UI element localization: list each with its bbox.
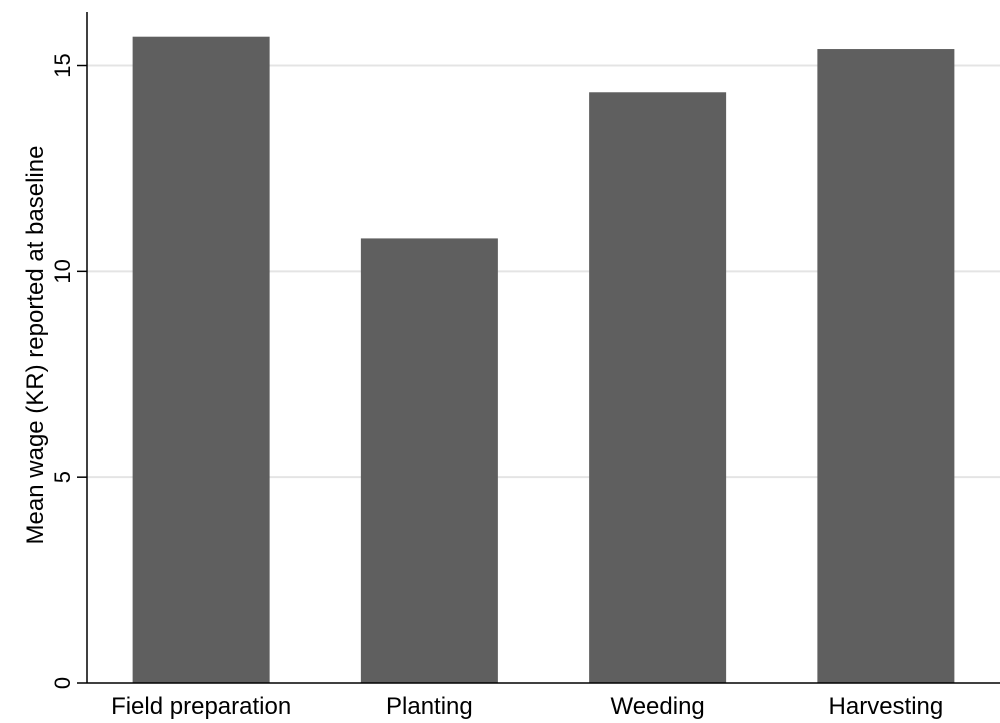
bar-field-preparation: [132, 36, 270, 683]
bar-weeding: [589, 92, 727, 683]
y-tick-labels: 0 5 10 15: [50, 53, 75, 689]
y-axis-title: Mean wage (KR) reported at baseline: [22, 146, 49, 545]
y-tick-label: 0: [50, 677, 75, 689]
y-tick-label: 5: [50, 471, 75, 483]
category-labels: Field preparation Planting Weeding Harvesti…: [111, 693, 943, 720]
y-tick-label: 15: [50, 53, 75, 77]
y-tick-label: 10: [50, 259, 75, 283]
x-tick-label: Planting: [386, 693, 473, 720]
x-tick-label: Weeding: [610, 693, 704, 720]
bars: [132, 36, 955, 684]
x-tick-label: Harvesting: [829, 693, 944, 720]
axes: [77, 12, 1000, 684]
x-tick-label: Field preparation: [111, 693, 291, 720]
bar-planting: [360, 238, 498, 683]
bar-harvesting: [817, 49, 955, 684]
